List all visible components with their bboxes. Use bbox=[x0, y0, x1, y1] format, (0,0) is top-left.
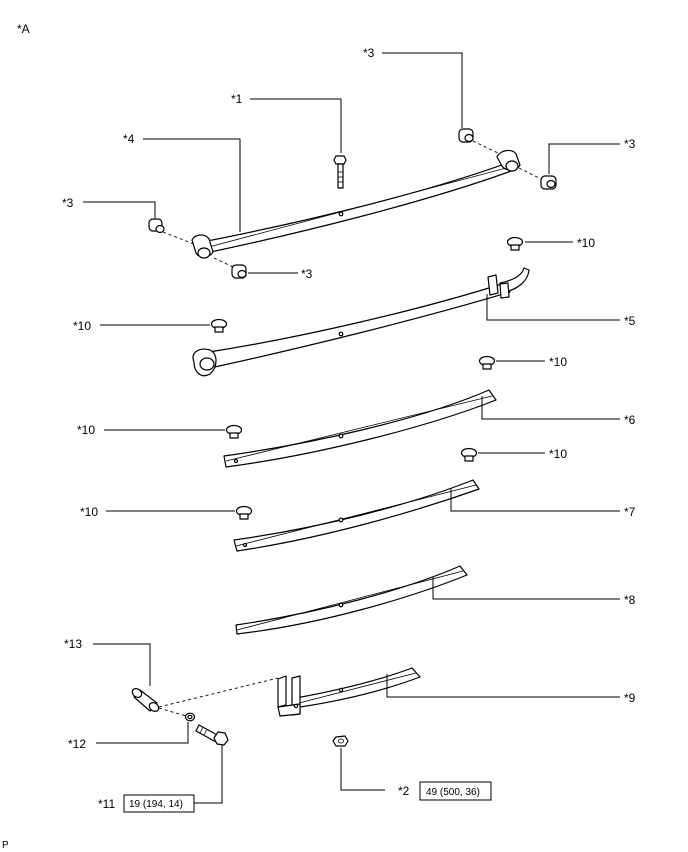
leader-4 bbox=[143, 138, 241, 232]
callout-3: *3 bbox=[301, 267, 313, 281]
leader-13 bbox=[93, 643, 151, 686]
leader-3a bbox=[382, 52, 463, 128]
leader-3c bbox=[83, 201, 156, 218]
bushing-rear-upper bbox=[458, 128, 474, 143]
torque-spec-2: 49 (500, 36) bbox=[419, 781, 492, 801]
spring-leaf-no4 bbox=[233, 479, 480, 552]
leader-7 bbox=[450, 488, 620, 512]
callout-6: *6 bbox=[624, 413, 636, 427]
callout-13: *13 bbox=[64, 637, 82, 651]
callout-10: *10 bbox=[77, 423, 95, 437]
callout-3: *3 bbox=[62, 196, 74, 210]
leader-9 bbox=[386, 674, 620, 698]
callout-1: *1 bbox=[231, 92, 243, 106]
spring-leaf-no6-bracket bbox=[277, 667, 421, 717]
callout-10: *10 bbox=[549, 447, 567, 461]
bumper bbox=[235, 505, 253, 520]
leader-12 bbox=[96, 722, 189, 744]
rear-eye bbox=[496, 149, 521, 172]
callout-9: *9 bbox=[624, 691, 636, 705]
callout-3: *3 bbox=[624, 137, 636, 151]
callout-5: *5 bbox=[624, 314, 636, 328]
center-hole bbox=[338, 211, 344, 217]
bumper bbox=[225, 424, 243, 439]
bushing-front-upper bbox=[148, 218, 165, 234]
bracket-bolt bbox=[195, 724, 229, 746]
washer bbox=[184, 712, 196, 722]
callout-10: *10 bbox=[577, 236, 595, 250]
leader-3b bbox=[548, 143, 620, 174]
callout-11: *11 bbox=[98, 797, 115, 811]
spring-leaf-no3 bbox=[223, 389, 497, 468]
callout-3: *3 bbox=[363, 46, 375, 60]
front-eye bbox=[191, 234, 214, 259]
leader-11 bbox=[194, 745, 223, 804]
leader-8 bbox=[432, 577, 620, 600]
spring-leaf-no1 bbox=[196, 161, 515, 255]
spacer bbox=[131, 687, 160, 713]
callout-2: *2 bbox=[398, 784, 410, 798]
leader-5 bbox=[486, 294, 620, 321]
bushing-front-lower bbox=[231, 264, 247, 279]
center-bolt bbox=[333, 155, 347, 189]
leader-1 bbox=[250, 98, 342, 153]
torque-value: 49 (500, 36) bbox=[426, 787, 480, 798]
spring-leaf-no5 bbox=[235, 565, 468, 635]
bumper bbox=[210, 318, 228, 333]
figure-code: P bbox=[2, 840, 9, 851]
callout-7: *7 bbox=[624, 505, 636, 519]
bumper bbox=[506, 236, 524, 251]
bushing-rear-lower bbox=[540, 175, 557, 190]
spring-leaf-no2 bbox=[192, 267, 530, 377]
view-label: *A bbox=[17, 22, 30, 36]
callout-10: *10 bbox=[73, 319, 91, 333]
callout-12: *12 bbox=[68, 737, 86, 751]
callout-10: *10 bbox=[549, 355, 567, 369]
bumper bbox=[478, 355, 496, 370]
torque-spec-11: 19 (194, 14) bbox=[123, 794, 195, 813]
bumper bbox=[460, 447, 478, 462]
center-nut bbox=[332, 735, 349, 747]
callout-8: *8 bbox=[624, 593, 636, 607]
leader-6 bbox=[481, 396, 620, 420]
leader-2 bbox=[340, 748, 385, 791]
callout-4: *4 bbox=[123, 132, 135, 146]
torque-value: 19 (194, 14) bbox=[129, 799, 183, 810]
callout-10: *10 bbox=[80, 505, 98, 519]
